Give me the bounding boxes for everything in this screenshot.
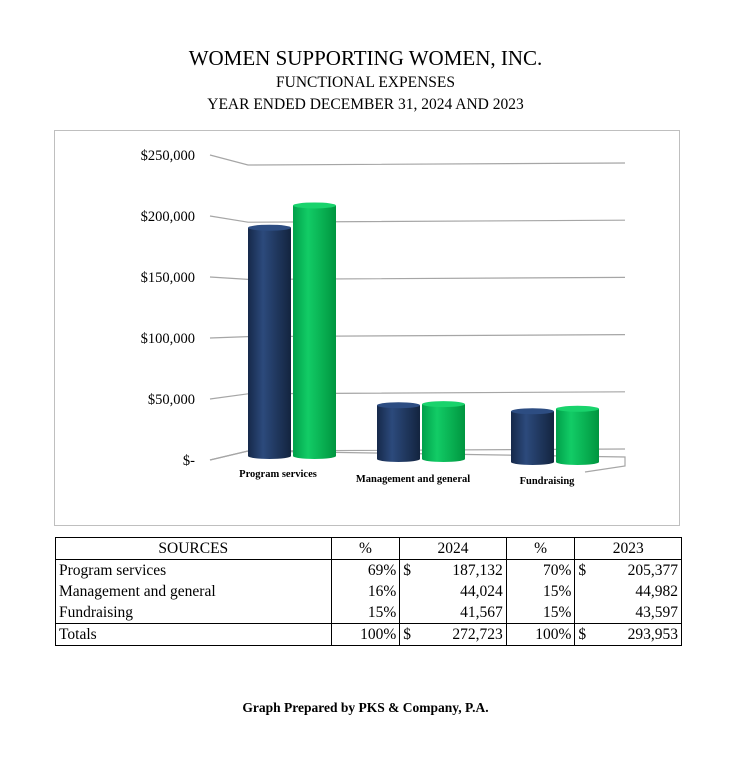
y-tick-label: $- <box>183 453 195 469</box>
y-tick-label: $100,000 <box>141 331 195 347</box>
bar-top <box>511 408 554 415</box>
y-tick-label: $50,000 <box>148 392 195 408</box>
bar <box>422 401 465 462</box>
bar-top <box>556 405 599 412</box>
gridline <box>209 215 626 223</box>
bar <box>511 408 554 465</box>
row-label: Management and general <box>55 581 332 602</box>
header-pct-2023: % <box>505 537 576 560</box>
row-pct-2024: 16% <box>331 581 401 602</box>
bar <box>293 202 336 459</box>
table-header-row: SOURCES % 2024 % 2023 <box>55 537 682 560</box>
table-row: Program services 69% $ 187,132 70% $ 205… <box>55 559 683 581</box>
row-amount-2024: 187,132 <box>420 559 507 581</box>
expenses-bar-chart: $- $50,000 $100,000 $150,000 $200,000 $250,00… <box>141 148 626 487</box>
bar-top <box>248 224 291 231</box>
bar-body <box>511 411 554 465</box>
row-pct-2023: 70% <box>506 559 576 581</box>
row-dollar-2023: $ <box>578 561 587 579</box>
bar <box>248 224 291 459</box>
total-pct-2023: 100% <box>506 623 576 646</box>
x-category-label: Fundraising <box>520 476 576 487</box>
header-2024: 2024 <box>399 537 507 560</box>
row-label: Program services <box>55 559 332 581</box>
row-amount-2024: 44,024 <box>420 581 507 602</box>
y-tick-label: $250,000 <box>141 148 195 164</box>
bar-body <box>556 408 599 465</box>
bar-body <box>422 404 465 462</box>
y-tick-label: $200,000 <box>141 209 195 225</box>
bar-top <box>377 402 420 409</box>
row-dollar-2024: $ <box>403 561 411 579</box>
row-amount-2023: 44,982 <box>595 581 683 602</box>
row-amount-2023: 205,377 <box>595 559 683 581</box>
row-pct-2023: 15% <box>506 581 576 602</box>
total-label: Totals <box>55 623 332 646</box>
footer-credit: Graph Prepared by PKS & Company, P.A. <box>242 700 489 715</box>
total-dollar-2024: $ <box>399 623 421 646</box>
row-pct-2024: 69% <box>331 559 401 581</box>
total-dollar-2023: $ <box>574 623 596 646</box>
chart-frame <box>54 130 680 526</box>
row-pct-2023: 15% <box>506 602 576 624</box>
x-category-label: Program services <box>239 469 317 480</box>
bar <box>556 405 599 465</box>
row-label: Fundraising <box>55 602 332 624</box>
page-subtitle: FUNCTIONAL EXPENSES <box>276 74 455 91</box>
row-amount-2023: 43,597 <box>595 602 683 624</box>
header-2023: 2023 <box>574 537 682 560</box>
bar-body <box>377 405 420 462</box>
table-total-row: Totals 100% $ 272,723 100% $ 293,953 <box>55 623 683 646</box>
page-title: WOMEN SUPPORTING WOMEN, INC. <box>188 46 543 70</box>
total-amount-2024: 272,723 <box>420 623 507 646</box>
x-category-label: Management and general <box>356 474 470 485</box>
row-dollar-2024 <box>399 602 421 624</box>
total-pct-2024: 100% <box>331 623 401 646</box>
gridline <box>209 154 626 166</box>
bar-body <box>248 227 291 459</box>
bar-top <box>422 401 465 408</box>
header-pct-2024: % <box>330 537 401 560</box>
table-row: Management and general 16% 44,024 15% 44… <box>55 581 683 602</box>
total-amount-2023: 293,953 <box>595 623 683 646</box>
header-sources: SOURCES <box>55 537 332 560</box>
row-dollar-2024 <box>400 581 420 602</box>
table-row: Fundraising 15% 41,567 15% 43,597 <box>55 602 683 624</box>
bar-body <box>293 205 336 459</box>
bar <box>377 402 420 462</box>
bar-top <box>293 202 336 209</box>
row-amount-2024: 41,567 <box>420 602 507 624</box>
sources-table: SOURCES % 2024 % 2023 Program services 6… <box>55 537 683 646</box>
y-tick-label: $150,000 <box>141 270 195 286</box>
row-pct-2024: 15% <box>331 602 401 624</box>
row-dollar-2023 <box>575 581 595 602</box>
row-dollar-2023 <box>574 602 596 624</box>
chart-floor <box>209 450 626 473</box>
page-period: YEAR ENDED DECEMBER 31, 2024 AND 2023 <box>207 96 524 113</box>
